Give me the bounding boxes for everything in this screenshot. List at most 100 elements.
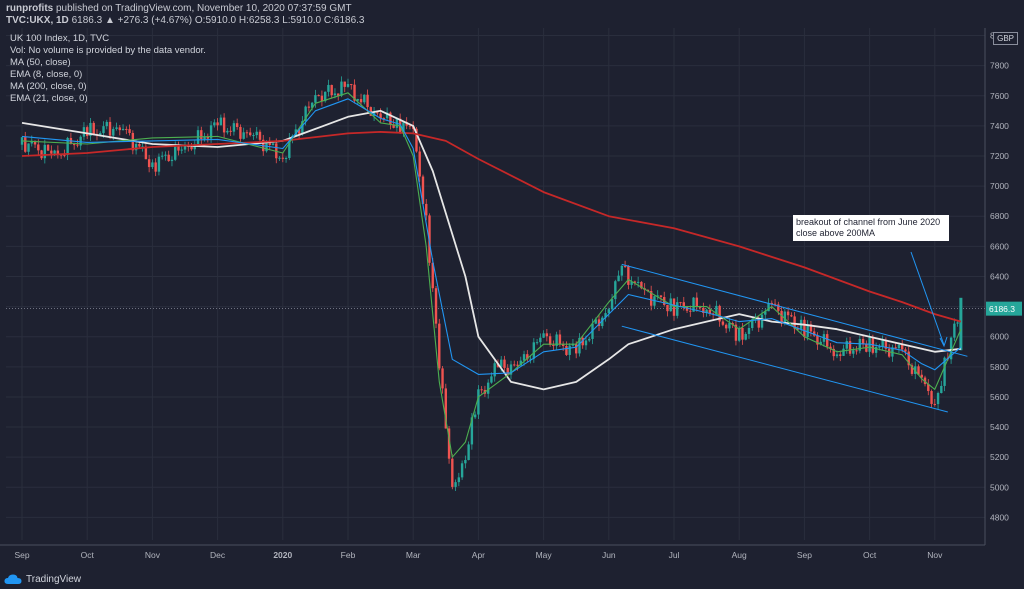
tradingview-logo[interactable]: TradingView [4,574,81,585]
candle-body [604,313,607,318]
candle-body [659,295,663,298]
candle-body [245,132,249,134]
candle-body [252,135,255,137]
candle-body [350,84,353,86]
candle-body [920,374,923,378]
candle-body [89,122,92,136]
candle-body [548,336,552,345]
candle-body [718,305,721,322]
candle-body [222,117,226,133]
candle-body [793,316,796,329]
candle-body [454,482,457,487]
candle-body [930,391,933,404]
candle-body [144,146,148,160]
channel-line [621,325,948,413]
author-name[interactable]: runprofits [6,3,54,14]
y-tick-label: 7000 [990,181,1009,191]
y-tick-label: 7800 [990,61,1009,71]
x-tick-label: Sep [797,550,812,560]
candle-body [320,95,324,102]
candle-body [464,459,467,464]
symbol-label[interactable]: TVC:UKX, 1D [6,15,69,26]
candle-body [630,281,633,285]
candle-body [164,154,167,156]
candle-body [832,348,835,357]
legend-item[interactable]: MA (50, close) [10,57,71,68]
candle-body [418,151,421,177]
legend-item[interactable]: EMA (8, close, 0) [10,69,83,80]
candle-body [601,317,604,327]
candle-body [741,327,744,340]
candle-body [796,328,800,330]
candle-body [516,364,519,366]
legend-item[interactable]: MA (200, close, 0) [10,81,87,92]
candle-body [27,143,30,152]
candle-body [239,126,242,139]
candle-body [777,304,780,311]
legend-item[interactable]: Vol: No volume is provided by the data v… [10,45,206,56]
candle-body [297,129,301,134]
candle-body [174,145,177,160]
candle-body [649,291,653,306]
y-tick-label: 5800 [990,362,1009,372]
candle-body [780,310,783,323]
candle-body [460,463,464,478]
x-tick-label: Nov [927,550,943,560]
tradingview-cloud-icon [4,574,22,584]
candle-body [327,84,330,92]
candle-body [323,91,327,102]
candle-body [581,337,584,346]
publish-line: runprofits published on TradingView.com,… [6,3,352,14]
candle-body [167,154,170,162]
candle-body [575,343,578,354]
candle-body [213,122,216,126]
candle-body [288,138,291,158]
candle-body [232,123,236,132]
candle-body [751,319,754,329]
candle-body [216,122,219,126]
legend-item[interactable]: EMA (21, close, 0) [10,93,88,104]
candle-body [568,345,571,355]
candle-body [829,346,832,349]
x-tick-label: Mar [406,550,421,560]
candle-body [705,309,708,313]
candle-body [105,121,108,127]
candle-body [522,354,526,361]
candle-body [790,315,793,317]
candle-body [731,323,734,325]
x-tick-label: Oct [863,550,877,560]
candle-body [425,203,428,216]
candle-body [513,364,516,366]
candle-body [584,340,588,346]
candle-body [92,122,95,135]
chart-annotation[interactable]: breakout of channel from June 2020 close… [793,215,949,241]
x-tick-label: Nov [145,550,161,560]
legend-item[interactable]: UK 100 Index, 1D, TVC [10,33,110,44]
candle-body [852,350,855,354]
candle-body [842,348,845,356]
candle-body [881,340,884,347]
candle-body [356,99,359,101]
brand-name: TradingView [26,574,82,585]
x-tick-label: 2020 [273,550,292,560]
candle-body [125,128,128,130]
candle-body [835,354,839,357]
candle-body [552,344,555,346]
candle-body [82,127,86,137]
candle-body [956,322,959,324]
candle-body [151,162,154,168]
candle-body [258,131,262,140]
candle-body [477,389,480,415]
currency-badge[interactable]: GBP [993,32,1018,45]
candle-body [121,128,125,131]
candle-body [715,305,718,315]
x-tick-label: Jun [602,550,616,560]
candle-body [783,311,787,323]
candle-body [457,477,461,483]
candle-body [301,121,304,134]
candle-body [447,428,451,459]
last-price-badge [986,301,1022,316]
y-tick-label: 7200 [990,151,1009,161]
candle-body [519,360,522,366]
